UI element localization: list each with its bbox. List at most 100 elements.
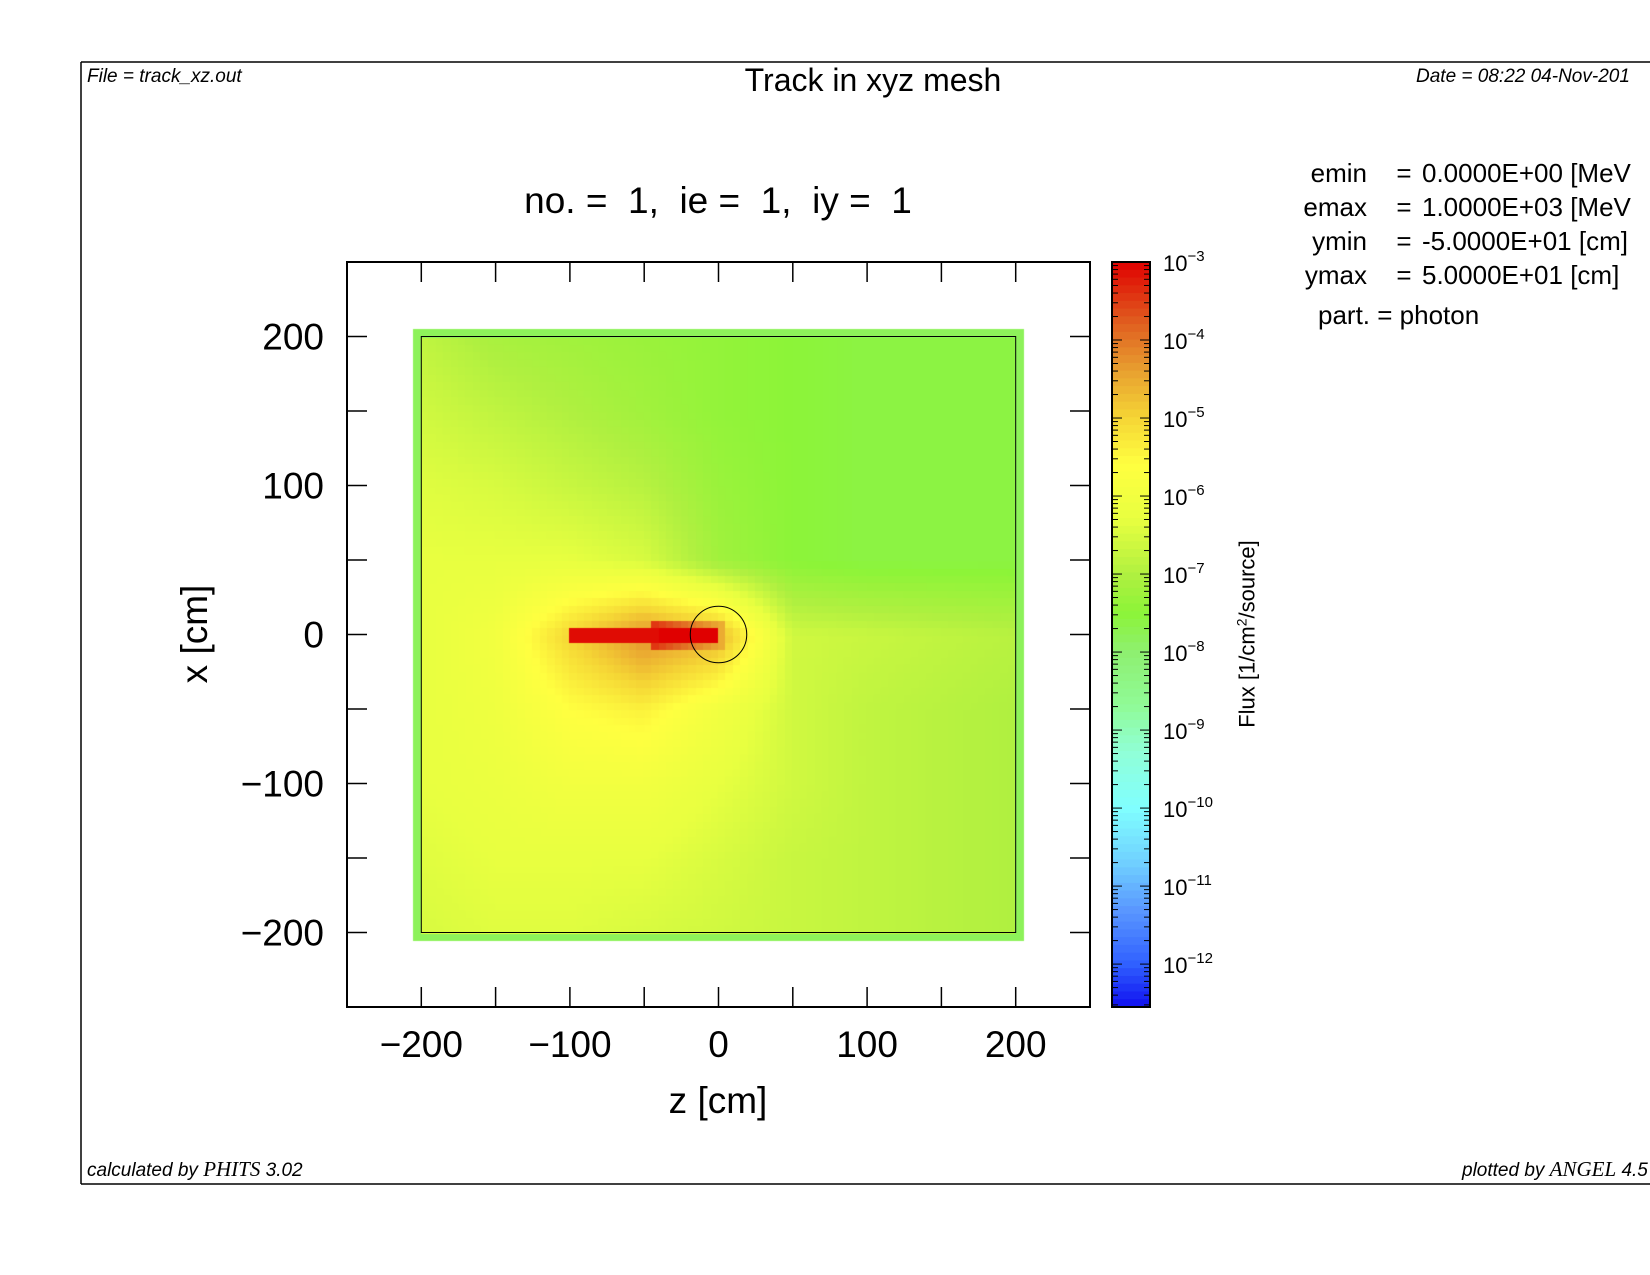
colorbar-tick-base: 10: [1163, 251, 1187, 276]
colorbar-segment: [1112, 316, 1150, 325]
y-axis-label: x [cm]: [174, 584, 215, 684]
param-value: 0.0000E+00 [MeV: [1422, 158, 1631, 188]
colorbar-segment: [1112, 890, 1150, 899]
param-eq: =: [1396, 158, 1412, 188]
colorbar-segment: [1112, 735, 1150, 744]
colorbar-segment: [1112, 952, 1150, 962]
colorbar-segment: [1112, 999, 1150, 1008]
colorbar-segment: [1112, 859, 1150, 868]
colorbar-segment: [1112, 828, 1150, 837]
colorbar-tick-base: 10: [1163, 953, 1187, 978]
colorbar-segment: [1112, 362, 1150, 372]
colorbar-segment: [1112, 502, 1150, 511]
colorbar-segment: [1112, 269, 1150, 279]
colorbar-segment: [1112, 712, 1150, 721]
angel-logo: ANGEL: [1549, 1157, 1617, 1181]
colorbar-tick-label: 10−11: [1163, 872, 1212, 900]
colorbar-tick-label: 10−3: [1163, 248, 1205, 276]
colorbar-segment: [1112, 262, 1150, 271]
sphere-boundary: [689, 605, 748, 664]
colorbar-segment: [1112, 719, 1150, 729]
param-label: ymax: [1304, 260, 1367, 290]
colorbar-segment: [1112, 533, 1150, 542]
colorbar-label-sup: 2: [1233, 618, 1250, 627]
colorbar-segment: [1112, 681, 1150, 690]
colorbar-segment: [1112, 347, 1150, 356]
colorbar-segment: [1112, 510, 1150, 519]
colorbar-segment: [1112, 766, 1150, 775]
date-label: Date = 08:22 04-Nov-201: [1416, 66, 1630, 87]
colorbar-tick-exponent: −5: [1187, 404, 1204, 421]
colorbar-segment: [1112, 968, 1150, 977]
param-value: 5.0000E+01 [cm]: [1422, 260, 1620, 290]
colorbar-segment: [1112, 789, 1150, 799]
colorbar-segment: [1112, 929, 1150, 938]
param-eq: =: [1396, 226, 1412, 256]
y-tick-label: −200: [241, 913, 324, 954]
colorbar-segment: [1112, 556, 1150, 566]
colorbar-segment: [1112, 603, 1150, 612]
colorbar-tick-exponent: −3: [1187, 248, 1204, 265]
colorbar-tick-base: 10: [1163, 641, 1187, 666]
y-tick-label: −100: [241, 764, 324, 805]
colorbar-segment: [1112, 370, 1150, 380]
param-eq: =: [1396, 260, 1412, 290]
colorbar-segment: [1112, 704, 1150, 713]
colorbar-tick-base: 10: [1163, 485, 1187, 510]
colorbar-tick-exponent: −12: [1187, 950, 1212, 967]
param-eq: =: [1396, 192, 1412, 222]
colorbar-segment: [1112, 913, 1150, 923]
colorbar-segment: [1112, 882, 1150, 892]
colorbar-tick-base: 10: [1163, 719, 1187, 744]
colorbar-segment: [1112, 432, 1150, 442]
param-value: -5.0000E+01 [cm]: [1422, 226, 1628, 256]
plotted-by: plotted by ANGEL 4.5: [1462, 1157, 1648, 1182]
colorbar-segment: [1112, 774, 1150, 783]
colorbar-segment: [1112, 975, 1150, 985]
colorbar-segment: [1112, 983, 1150, 993]
colorbar-segment: [1112, 339, 1150, 348]
colorbar-tick-label: 10−8: [1163, 638, 1205, 666]
y-tick-label: 200: [262, 317, 324, 358]
colorbar-tick-base: 10: [1163, 563, 1187, 588]
colorbar-segment: [1112, 642, 1150, 651]
colorbar-segment: [1112, 688, 1150, 698]
particle-label: part. = photon: [1318, 300, 1480, 330]
colorbar-segment: [1112, 401, 1150, 411]
colorbar-segment: [1112, 308, 1150, 317]
colorbar-segment: [1112, 331, 1150, 341]
colorbar-tick-exponent: −8: [1187, 638, 1204, 655]
colorbar-segment: [1112, 494, 1150, 504]
colorbar-segment: [1112, 758, 1150, 768]
colorbar-segment: [1112, 300, 1150, 310]
colorbar-tick-base: 10: [1163, 875, 1187, 900]
x-tick-label: −200: [380, 1024, 463, 1065]
phits-version: 3.02: [260, 1160, 303, 1181]
colorbar-segment: [1112, 991, 1150, 1000]
colorbar-segment: [1112, 937, 1150, 946]
file-label: File = track_xz.out: [87, 66, 242, 87]
colorbar-segment: [1112, 836, 1150, 845]
colorbar-tick-base: 10: [1163, 797, 1187, 822]
colorbar-segment: [1112, 564, 1150, 574]
colorbar-segment: [1112, 463, 1150, 473]
colorbar-segment: [1112, 906, 1150, 915]
param-label: ymin: [1312, 226, 1367, 256]
colorbar-segment: [1112, 378, 1150, 387]
colorbar-segment: [1112, 797, 1150, 806]
param-value: 1.0000E+03 [MeV: [1422, 192, 1631, 222]
x-tick-label: 0: [708, 1024, 729, 1065]
colorbar-segment: [1112, 541, 1150, 550]
colorbar-segment: [1112, 626, 1150, 636]
colorbar-segment: [1112, 673, 1150, 682]
colorbar-tick-exponent: −9: [1187, 716, 1204, 733]
colorbar-segment: [1112, 277, 1150, 286]
colorbar-segment: [1112, 440, 1150, 449]
colorbar-segment: [1112, 960, 1150, 969]
y-tick-label: 100: [262, 466, 324, 507]
colorbar-segment: [1112, 921, 1150, 930]
colorbar-segment: [1112, 355, 1150, 364]
calculated-prefix: calculated by: [87, 1160, 204, 1181]
